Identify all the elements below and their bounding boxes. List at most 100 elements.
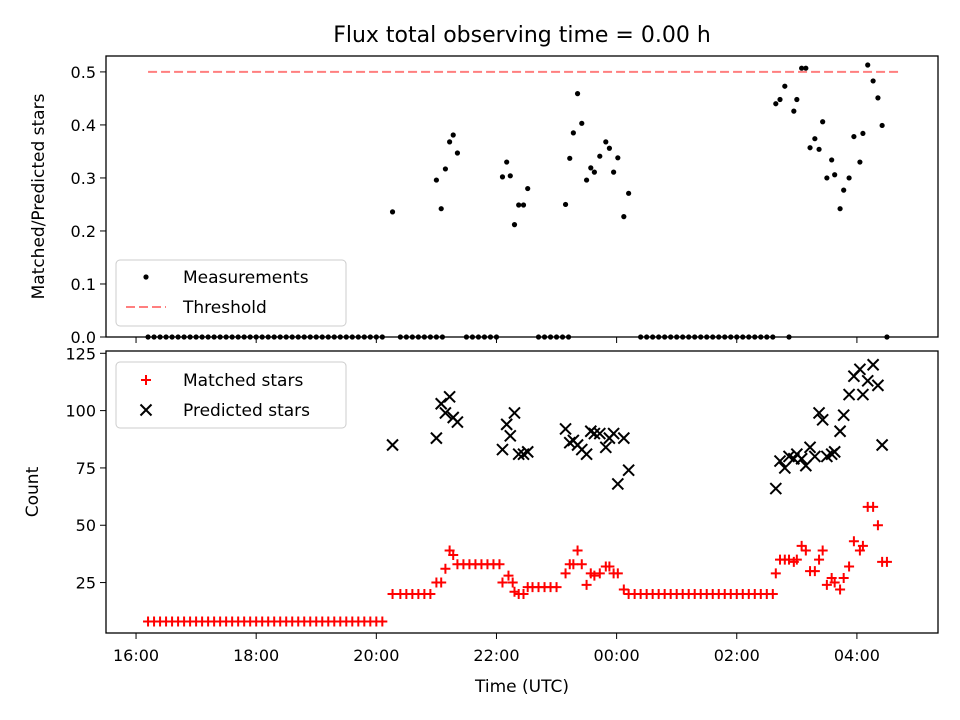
y-tick-label-1-4: 125 <box>65 344 96 363</box>
predicted-point-21 <box>588 427 601 440</box>
matched-point-62 <box>507 577 518 588</box>
measurement-point-71 <box>553 334 560 340</box>
measurement-point-125 <box>829 157 835 163</box>
y-tick-label-0-5: 0.5 <box>71 63 96 82</box>
matched-point-60 <box>497 577 508 588</box>
predicted-point-23 <box>599 441 613 454</box>
measurement-point-117 <box>794 96 800 103</box>
top-panel: 0.0 0.1 0.2 0.3 0.4 0.5 Matched/Predicted star… <box>29 55 939 347</box>
predicted-point-2 <box>434 397 448 410</box>
matched-point-79 <box>589 570 600 581</box>
y-tick-label-0-3: 0.3 <box>71 169 96 188</box>
measurement-point-33 <box>343 334 349 340</box>
measurement-point-74 <box>562 201 569 208</box>
measurement-point-115 <box>786 334 792 340</box>
matched-point-46 <box>425 589 436 600</box>
matched-point-134 <box>872 520 883 531</box>
measurement-point-2 <box>157 334 163 340</box>
measurement-point-67 <box>525 185 531 192</box>
measurement-point-99 <box>698 334 704 340</box>
predicted-point-43 <box>828 445 841 459</box>
predicted-point-9 <box>504 429 517 443</box>
measurement-point-44 <box>415 334 421 340</box>
measurement-point-17 <box>247 334 253 340</box>
measurement-point-3 <box>163 334 169 340</box>
predicted-point-28 <box>622 464 635 477</box>
measurement-point-131 <box>857 159 863 165</box>
data-area-1 <box>143 358 892 627</box>
predicted-point-7 <box>496 443 509 456</box>
measurement-point-122 <box>816 146 822 152</box>
measurement-point-12 <box>217 334 223 340</box>
measurement-point-89 <box>638 334 644 340</box>
predicted-point-52 <box>871 379 885 392</box>
measurement-point-22 <box>277 334 283 340</box>
measurement-point-13 <box>223 334 229 340</box>
y-tick-label-0-2: 0.2 <box>71 222 96 241</box>
measurement-point-40 <box>389 209 396 215</box>
predicted-point-53 <box>875 438 889 452</box>
predicted-point-26 <box>611 477 625 491</box>
matched-point-61 <box>503 570 514 581</box>
y-axis-label-1: Count <box>23 466 43 517</box>
matched-point-116 <box>791 554 802 565</box>
matched-point-127 <box>838 572 849 583</box>
measurement-point-50 <box>438 206 444 212</box>
matched-point-111 <box>770 568 781 579</box>
measurement-point-65 <box>516 202 522 208</box>
measurement-point-90 <box>644 334 650 340</box>
measurement-point-32 <box>337 334 343 340</box>
x-tick-label-4: 00:00 <box>594 646 640 665</box>
bottom-panel: 25 50 75 100 125 16:00 18:00 20:00 22:00 00:00 02:… <box>23 344 939 665</box>
measurement-point-39 <box>379 334 385 340</box>
matched-point-51 <box>448 550 459 561</box>
matched-point-133 <box>868 501 879 512</box>
measurement-point-94 <box>668 334 674 340</box>
predicted-point-38 <box>808 450 822 463</box>
x-tick-label-6: 04:00 <box>834 646 880 665</box>
measurement-point-96 <box>680 334 686 340</box>
measurement-point-108 <box>752 334 758 340</box>
measurement-point-34 <box>349 334 355 340</box>
measurement-point-63 <box>507 173 513 179</box>
matched-point-77 <box>581 579 592 590</box>
y-tick-label-0-0: 0.0 <box>71 328 96 347</box>
legend-label-measurements: Measurements <box>183 268 309 288</box>
matched-point-49 <box>440 563 451 574</box>
legend-marker-predicted <box>139 403 153 417</box>
measurement-point-88 <box>626 190 632 196</box>
measurement-point-54 <box>454 150 461 156</box>
measurement-point-14 <box>229 334 235 340</box>
y-tick-label-1-0: 25 <box>76 574 96 593</box>
measurement-point-126 <box>832 172 838 178</box>
legend-top <box>115 259 347 327</box>
measurement-point-61 <box>499 174 506 180</box>
matched-point-72 <box>560 568 571 579</box>
x-tick-label-0: 16:00 <box>113 646 159 665</box>
predicted-point-51 <box>866 358 880 371</box>
measurement-point-105 <box>734 334 740 340</box>
x-axis-label: Time (UTC) <box>474 677 569 697</box>
measurement-point-79 <box>583 177 590 183</box>
legend-marker-matched <box>141 375 151 385</box>
matched-point-39 <box>377 616 388 627</box>
measurement-point-85 <box>611 169 617 175</box>
measurement-point-29 <box>319 334 325 340</box>
matched-point-126 <box>835 584 846 595</box>
y-axis-label-0: Matched/Predicted stars <box>29 93 49 299</box>
matched-point-82 <box>604 561 615 572</box>
predicted-point-22 <box>593 427 607 440</box>
matched-point-121 <box>814 554 825 565</box>
measurement-point-23 <box>283 334 289 340</box>
measurement-point-69 <box>541 334 548 340</box>
x-tick-label-3: 22:00 <box>473 646 519 665</box>
measurement-point-101 <box>710 334 716 340</box>
measurement-point-98 <box>692 334 698 340</box>
predicted-point-37 <box>803 441 817 454</box>
predicted-point-27 <box>617 431 631 445</box>
measurement-point-28 <box>313 334 319 340</box>
predicted-point-29 <box>769 482 783 495</box>
measurement-point-80 <box>588 165 594 171</box>
measurement-point-24 <box>289 334 295 340</box>
